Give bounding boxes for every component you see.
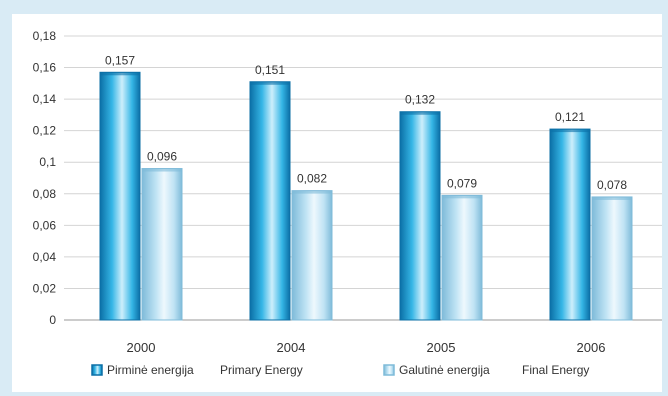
y-tick-label: 0,1 [39, 155, 56, 169]
bar-top-cap [442, 195, 482, 199]
legend-label-english: Final Energy [522, 363, 589, 377]
data-label: 0,096 [147, 150, 177, 164]
y-tick-label: 0 [49, 313, 56, 327]
x-axis-tick-labels: 2000 2004 2005 2006 [127, 340, 606, 355]
x-tick-label: 2006 [577, 340, 606, 355]
x-tick-label: 2005 [427, 340, 456, 355]
data-labels: 0,157 0,096 0,151 0,082 0,132 0,079 0,121 0,078 [105, 53, 627, 192]
data-label: 0,078 [597, 178, 627, 192]
legend-label: Pirminė energija [107, 363, 194, 377]
legend-label: Galutinė energija [399, 363, 490, 377]
y-tick-label: 0,08 [33, 187, 57, 201]
bar-top-cap [292, 190, 332, 194]
y-tick-label: 0,04 [33, 250, 57, 264]
data-label: 0,157 [105, 53, 135, 67]
y-axis-tick-labels: 0 0,02 0,04 0,06 0,08 0,1 0,12 0,14 0,16 0,18 [33, 29, 57, 327]
y-tick-label: 0,12 [33, 124, 57, 138]
y-tick-label: 0,18 [33, 29, 57, 43]
bar-top-cap [550, 129, 590, 133]
bar-top-cap [142, 168, 182, 172]
data-label: 0,082 [297, 172, 327, 186]
data-label: 0,121 [555, 110, 585, 124]
y-tick-label: 0,02 [33, 281, 57, 295]
y-tick-label: 0,16 [33, 61, 57, 75]
legend-swatch-final [383, 364, 395, 376]
bars [99, 71, 633, 321]
bar-primary-energy [549, 128, 591, 321]
bar-final-energy [291, 190, 333, 321]
y-tick-label: 0,14 [33, 92, 57, 106]
legend-swatch-primary [91, 364, 103, 376]
data-label: 0,132 [405, 93, 435, 107]
chart-panel: 0 0,02 0,04 0,06 0,08 0,1 0,12 0,14 0,16 0,18 0,1… [12, 14, 662, 392]
bar-primary-energy [249, 81, 291, 321]
x-tick-label: 2004 [277, 340, 306, 355]
bar-top-cap [592, 196, 632, 200]
data-label: 0,151 [255, 63, 285, 77]
bar-final-energy [591, 196, 633, 321]
bar-primary-energy [399, 111, 441, 321]
bar-primary-energy [99, 71, 141, 321]
data-label: 0,079 [447, 176, 477, 190]
legend-label-english: Primary Energy [220, 363, 303, 377]
bar-top-cap [400, 111, 440, 115]
bar-top-cap [250, 81, 290, 85]
bar-top-cap [100, 72, 140, 76]
bar-final-energy [441, 194, 483, 321]
bar-chart: 0 0,02 0,04 0,06 0,08 0,1 0,12 0,14 0,16 0,18 0,1… [33, 29, 662, 377]
bar-final-energy [141, 168, 183, 321]
x-tick-label: 2000 [127, 340, 156, 355]
y-tick-label: 0,06 [33, 218, 57, 232]
legend: Pirminė energija Primary Energy Galutinė e… [91, 363, 589, 377]
